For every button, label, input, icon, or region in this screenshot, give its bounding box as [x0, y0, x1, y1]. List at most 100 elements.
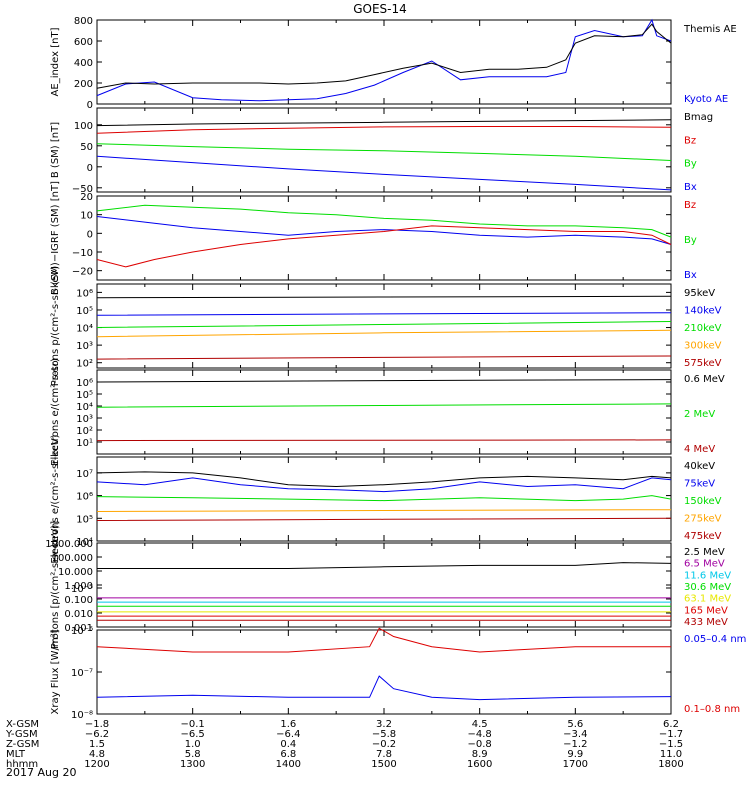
orbit-cell: 5.8 — [185, 749, 201, 760]
legend-entry: 30.6 MeV — [684, 582, 731, 593]
orbit-cell: −1.5 — [659, 739, 683, 750]
orbit-cell: 1300 — [180, 759, 205, 770]
series-line-bz — [96, 126, 672, 134]
panel-frame — [96, 456, 672, 542]
y-axis-label: Electrons e/(cm²-s-sr) — [50, 358, 61, 466]
y-tick-label: 1.000 — [64, 581, 93, 592]
orbit-row-label: MLT — [6, 749, 26, 760]
series-line-95kev — [96, 295, 672, 299]
orbit-cell: 4.8 — [89, 749, 105, 760]
y-tick-label: 0 — [87, 229, 93, 240]
panel-frame — [96, 195, 672, 281]
legend-entry: 95keV — [684, 288, 715, 299]
orbit-cell: 0.4 — [280, 739, 296, 750]
y-tick-label: 0 — [87, 163, 93, 174]
series-line-475kev — [96, 517, 672, 521]
y-tick-label: −50 — [72, 184, 93, 195]
y-tick-label: 10⁴ — [76, 537, 93, 548]
orbit-cell: 1700 — [563, 759, 588, 770]
orbit-cell: 1800 — [658, 759, 683, 770]
legend-entry: 210keV — [684, 323, 722, 334]
orbit-cell: −6.2 — [85, 729, 109, 740]
y-tick-label: 200 — [74, 79, 93, 90]
legend-entry: 4 MeV — [684, 444, 715, 455]
y-tick-label: 100.000 — [52, 553, 93, 564]
y-tick-label: 10⁻⁵ — [71, 584, 93, 595]
panel-3: 10² 10³ 10⁴ 10⁵ 10⁶ Protons p/(cm²-s-sr-keV) 9… — [50, 266, 722, 387]
orbit-cell: 3.2 — [376, 719, 392, 730]
y-tick-label: 10⁷ — [76, 469, 93, 480]
legend-entry: 165 MeV — [684, 605, 728, 616]
panel-frame — [96, 542, 672, 628]
legend-entry: 140keV — [684, 306, 722, 317]
orbit-cell: 1.0 — [185, 739, 201, 750]
series-line-2-5-mev — [97, 562, 672, 569]
y-tick-label: 20 — [80, 192, 93, 203]
y-tick-label: −10 — [72, 248, 93, 259]
y-tick-label: 0.001 — [64, 623, 93, 634]
legend-entry: Bmag — [684, 112, 713, 123]
panel-frame — [96, 369, 672, 455]
orbit-cell: −4.8 — [468, 729, 492, 740]
orbit-cell: 1600 — [467, 759, 492, 770]
legend-entry: 0.05–0.4 nm — [684, 634, 746, 645]
y-axis-label: Protons [p/(cm²-s-sr-keV)] — [50, 521, 61, 649]
series-line-150kev — [96, 495, 672, 502]
series-line-kyoto-ae — [96, 18, 672, 102]
plot-title: GOES-14 — [353, 2, 407, 16]
date-label: 2017 Aug 20 — [6, 766, 76, 779]
panel-6: 0.001 0.010 0.100 1.000 10.000 100.000 1000.00… — [45, 521, 731, 649]
orbit-cell: 6.8 — [280, 749, 296, 760]
panel-1: −50 0 50 100 B (SM) [nT] Bmag Bz By Bx — [50, 107, 713, 195]
legend-entry: 2 MeV — [684, 409, 715, 420]
orbit-cell: −3.4 — [563, 729, 587, 740]
orbit-row-label: X-GSM — [6, 719, 39, 730]
y-tick-label: 800 — [74, 16, 93, 27]
series-line-bmag — [96, 119, 672, 127]
series-line-by — [96, 204, 672, 238]
y-tick-label: 10⁻⁶ — [71, 626, 93, 637]
orbit-cell: −0.8 — [468, 739, 492, 750]
y-tick-label: 1000.000 — [45, 539, 93, 550]
series-line-bz — [96, 225, 672, 268]
legend-entry: Bx — [684, 182, 697, 193]
orbit-cell: 1.5 — [89, 739, 105, 750]
orbit-cell: 1500 — [371, 759, 396, 770]
panel-frame — [96, 629, 672, 715]
orbit-cell: −5.8 — [372, 729, 396, 740]
panel-7: 10⁻⁸ 10⁻⁷ 10⁻⁶ 10⁻⁵ Xray Flux [W/m²] 0.05–0.4… — [50, 584, 746, 721]
y-tick-label: 400 — [74, 58, 93, 69]
orbit-cell: −0.1 — [181, 719, 205, 730]
orbit-cell: 7.8 — [376, 749, 392, 760]
legend-entry: 150keV — [684, 496, 722, 507]
orbit-cell: 5.6 — [567, 719, 583, 730]
orbit-cell: 8.9 — [472, 749, 488, 760]
orbit-cell: 1400 — [276, 759, 301, 770]
panel-frame — [96, 19, 672, 105]
panel-2: −20 −10 0 10 20 B (SM)−IGRF (SM) [nT] Bz By Bx — [50, 181, 697, 295]
legend-entry: Kyoto AE — [684, 94, 728, 105]
y-tick-label: 10⁴ — [76, 402, 93, 413]
y-tick-label: 100 — [74, 121, 93, 132]
y-axis-label: Protons p/(cm²-s-sr-keV) — [50, 266, 61, 387]
series-line-bx — [96, 155, 672, 191]
y-tick-label: 0 — [87, 100, 93, 111]
y-axis-label: B (SM)−IGRF (SM) [nT] — [50, 181, 61, 295]
legend-entry: 63.1 MeV — [684, 594, 731, 605]
legend-entry: 475keV — [684, 531, 722, 542]
y-tick-label: 10⁶ — [76, 288, 93, 299]
y-tick-label: 10⁶ — [76, 492, 93, 503]
y-tick-label: −20 — [72, 267, 93, 278]
series-line-0-6-mev — [96, 379, 672, 383]
orbit-cell: −0.2 — [372, 739, 396, 750]
y-tick-label: 10⁶ — [76, 378, 93, 389]
y-tick-label: 10.000 — [58, 567, 93, 578]
y-tick-label: 10⁴ — [76, 324, 93, 335]
y-tick-label: 10³ — [76, 414, 93, 425]
legend-entry: Themis AE — [683, 24, 737, 35]
series-line-75kev — [96, 477, 672, 493]
